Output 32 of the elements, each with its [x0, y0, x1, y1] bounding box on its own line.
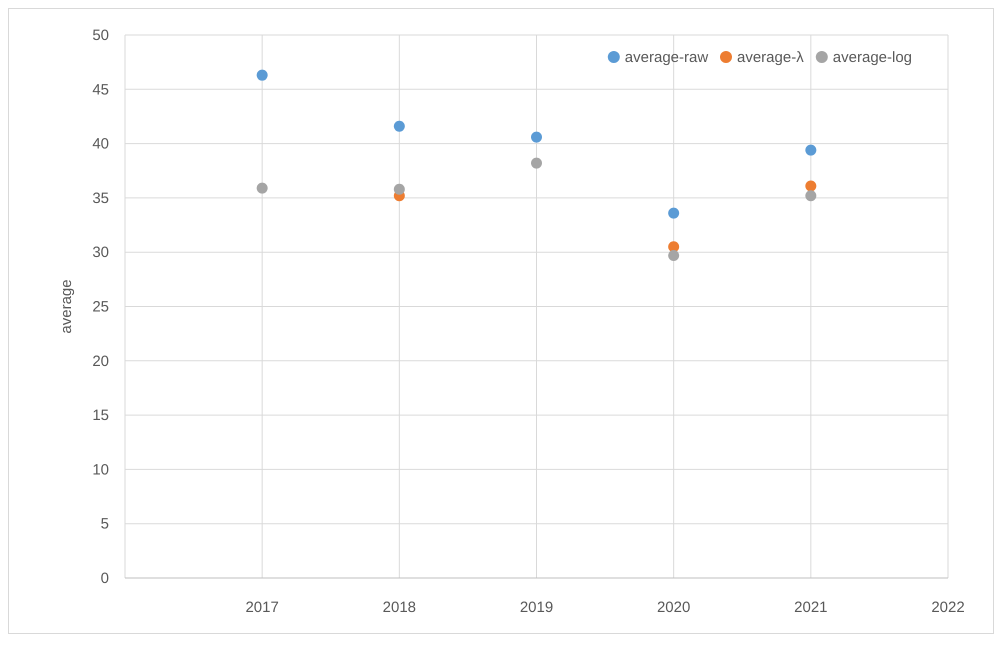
x-tick-label: 2021	[794, 599, 828, 616]
x-tick-label: 2022	[931, 599, 965, 616]
y-tick-label: 35	[92, 190, 109, 207]
y-tick-label: 10	[92, 461, 109, 478]
legend-label: average-log	[832, 49, 912, 66]
x-tick-label: 2019	[520, 599, 554, 616]
x-tick-label: 2017	[245, 599, 279, 616]
point	[256, 182, 268, 194]
y-tick-label: 50	[92, 27, 109, 44]
legend-label: average-λ	[737, 49, 804, 66]
point	[531, 158, 542, 169]
point	[394, 120, 405, 132]
y-tick-label: 40	[92, 136, 109, 153]
point	[256, 70, 268, 81]
y-tick-label: 15	[92, 407, 109, 424]
y-tick-label: 30	[92, 244, 109, 262]
y-tick-label: 45	[92, 81, 109, 98]
y-tick-label: 5	[100, 516, 109, 533]
x-tick-label: 2020	[656, 599, 690, 616]
point	[805, 144, 816, 156]
point	[531, 132, 542, 143]
y-tick-label: 25	[92, 298, 109, 316]
point	[805, 180, 816, 192]
point	[668, 208, 680, 219]
point	[394, 184, 405, 195]
y-axis-title: average	[58, 279, 75, 334]
x-tick-label: 2018	[382, 599, 416, 616]
y-tick-label: 20	[92, 352, 109, 370]
point	[668, 250, 680, 261]
y-tick-label: 0	[100, 570, 109, 587]
point	[805, 190, 816, 202]
legend-label: average-raw	[624, 49, 708, 66]
